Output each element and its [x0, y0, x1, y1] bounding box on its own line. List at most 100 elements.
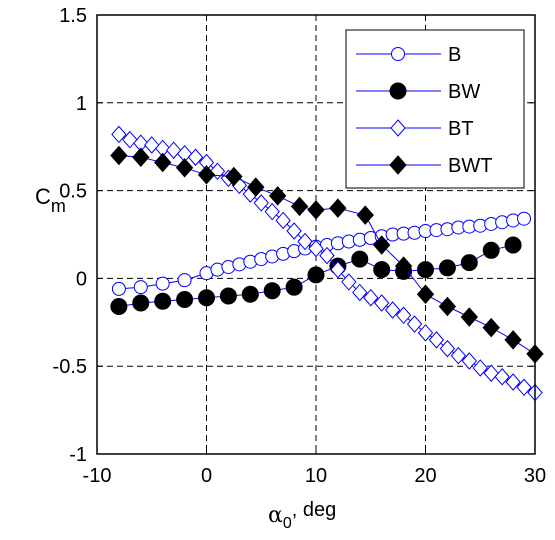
legend-item-b[interactable]: B	[356, 44, 461, 66]
data-point-bwt	[373, 235, 391, 255]
data-point-bw	[219, 287, 237, 305]
data-point-bw	[176, 290, 194, 308]
data-point-bwt	[394, 256, 413, 276]
data-point-bw	[373, 261, 391, 279]
data-point-bt	[352, 283, 368, 302]
x-tick-label: 30	[524, 465, 546, 487]
data-point-bt	[308, 239, 324, 258]
data-point-bw	[482, 241, 500, 259]
legend[interactable]: B BW BT BWT	[345, 29, 525, 189]
legend-item-bw[interactable]: BW	[356, 81, 480, 103]
y-tick-label: 0	[76, 268, 87, 290]
data-point-bt	[483, 364, 499, 382]
x-tick-label: 10	[305, 465, 327, 487]
data-point-bwt	[225, 166, 243, 187]
data-point-bt	[264, 202, 280, 221]
data-point-b	[155, 276, 170, 291]
data-point-bt	[253, 194, 269, 212]
data-point-b	[517, 211, 532, 226]
data-point-bwt	[154, 152, 172, 173]
y-tick-label: 1	[76, 93, 87, 115]
data-point-bt	[439, 339, 456, 358]
data-point-bt	[417, 324, 434, 342]
y-tick-label: -1	[69, 444, 87, 466]
data-point-bwt	[110, 145, 128, 166]
data-point-bt	[275, 211, 291, 230]
ticks: -10 0 10 20 30 -1 -0.5 0 0.5 1 1.5	[53, 5, 547, 487]
data-point-bw	[110, 297, 128, 315]
data-point-b	[133, 280, 148, 295]
legend-label-b: B	[448, 44, 461, 66]
x-tick-label: 20	[414, 465, 436, 487]
legend-marker-bw	[389, 82, 407, 100]
legend-item-bt[interactable]: BT	[356, 118, 474, 140]
data-point-bt	[505, 373, 521, 391]
data-point-bt	[297, 232, 313, 251]
data-point-bwt	[247, 177, 265, 197]
data-point-bt	[122, 130, 138, 149]
data-point-bt	[187, 148, 204, 166]
data-point-bwt	[307, 200, 325, 220]
data-point-bw	[504, 236, 522, 254]
data-point-b	[111, 281, 126, 296]
x-axis-label-unit: , deg	[292, 499, 336, 521]
data-point-bt	[330, 260, 346, 279]
legend-label-bw: BW	[448, 81, 480, 103]
data-point-bw	[241, 285, 259, 303]
y-tick-label: 0.5	[59, 181, 87, 203]
data-point-bw	[285, 278, 303, 296]
y-tick-label: 1.5	[59, 5, 87, 27]
data-point-bwt	[438, 296, 457, 317]
data-point-bw	[307, 266, 325, 284]
data-point-bt	[341, 273, 357, 291]
y-axis-label-sub: m	[51, 196, 66, 216]
data-point-bwt	[356, 205, 374, 225]
series-bt	[111, 125, 543, 402]
legend-marker-bt	[390, 119, 406, 137]
x-axis-label-symbol: α	[268, 503, 283, 528]
data-point-bt	[384, 301, 401, 319]
data-point-bw	[460, 254, 478, 272]
series-layer	[110, 125, 544, 402]
legend-label-bwt: BWT	[448, 155, 492, 177]
y-axis-label: Cm	[35, 184, 66, 216]
data-point-bw	[438, 259, 456, 277]
series-bwt	[110, 145, 544, 364]
legend-marker-b	[391, 47, 405, 61]
y-axis-label-main: C	[35, 184, 51, 209]
legend-marker-bwt	[389, 155, 407, 175]
data-point-bt	[406, 315, 423, 333]
data-point-bwt	[197, 165, 216, 185]
data-point-bwt	[175, 158, 194, 178]
data-point-bwt	[269, 186, 287, 206]
data-point-bwt	[460, 307, 478, 327]
data-point-bt	[144, 136, 160, 154]
data-point-bt	[450, 346, 467, 365]
data-point-bt	[461, 352, 477, 370]
data-point-bwt	[329, 198, 347, 218]
data-point-bwt	[416, 284, 435, 304]
x-tick-label: -10	[83, 465, 112, 487]
data-point-bwt	[132, 147, 150, 167]
series-b	[111, 211, 532, 296]
y-tick-label: -0.5	[53, 356, 87, 378]
x-tick-label: 0	[201, 465, 212, 487]
data-point-bt	[428, 331, 445, 349]
data-point-bt	[516, 378, 532, 397]
data-point-bw	[198, 289, 215, 307]
data-point-bw	[132, 294, 150, 312]
data-point-bw	[263, 282, 281, 300]
data-point-bt	[472, 359, 488, 377]
x-axis-label: α0, deg	[268, 499, 336, 532]
data-point-bt	[165, 141, 182, 159]
data-point-bt	[395, 306, 412, 325]
legend-label-bt: BT	[448, 118, 474, 140]
data-point-bt	[319, 246, 335, 265]
data-point-bt	[494, 367, 510, 386]
data-point-bt	[286, 222, 302, 240]
data-point-bwt	[504, 330, 522, 350]
data-point-bt	[363, 288, 379, 307]
legend-item-bwt[interactable]: BWT	[356, 155, 492, 177]
x-axis-label-sub: 0	[283, 515, 292, 532]
